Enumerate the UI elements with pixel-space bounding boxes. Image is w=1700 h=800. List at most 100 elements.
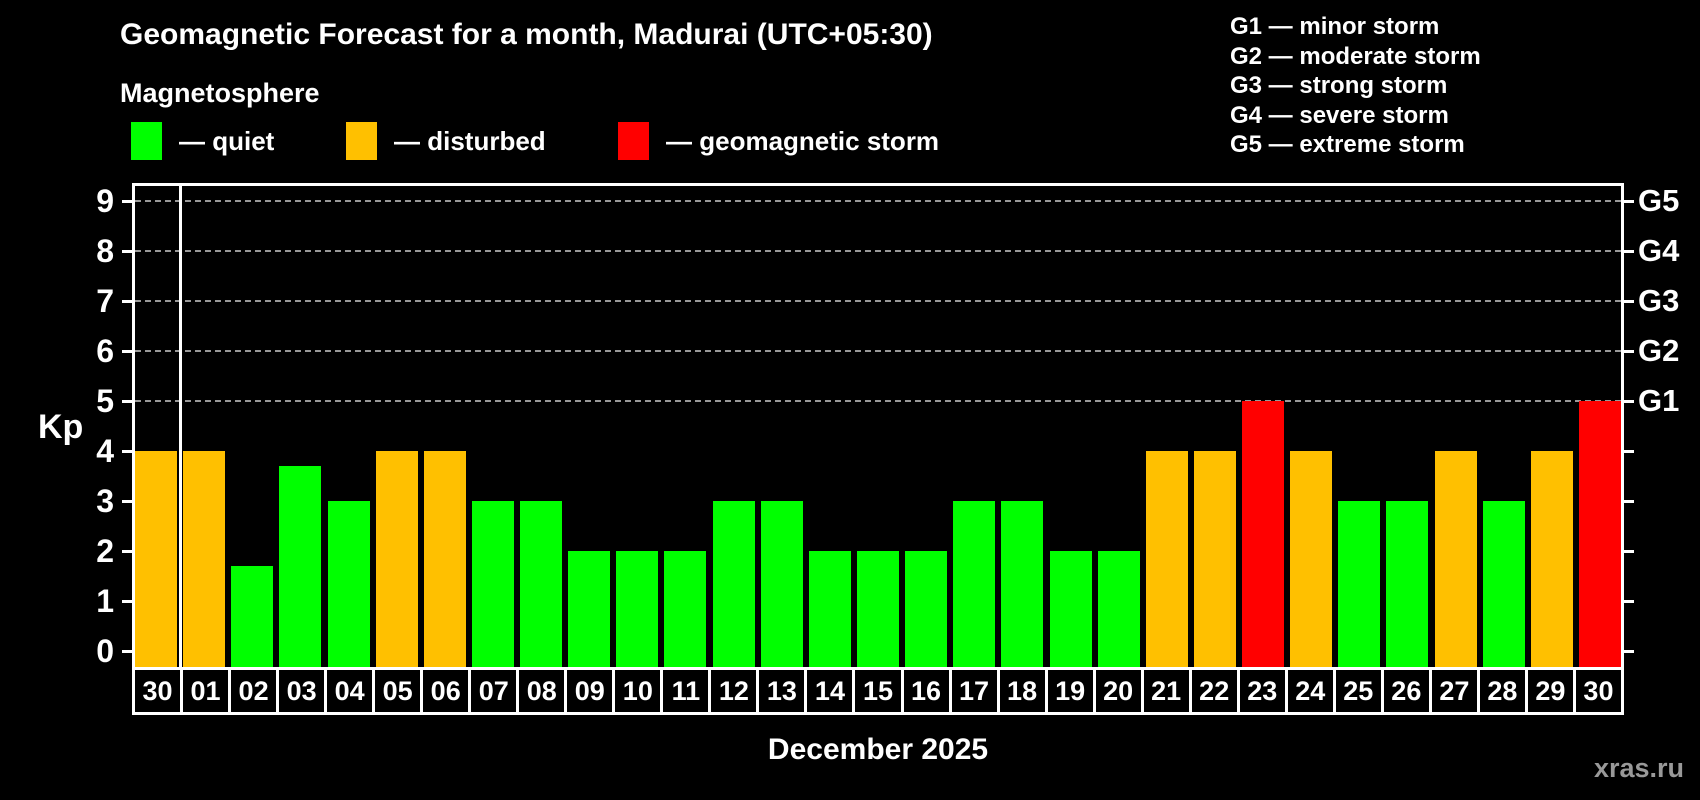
day-label-cell-25: 25 — [1336, 670, 1384, 712]
y-tick-label-1: 1 — [96, 583, 114, 619]
day-label-cell-22: 22 — [1192, 670, 1240, 712]
day-label-cell-26: 26 — [1384, 670, 1432, 712]
kp-bar-day-12 — [712, 501, 755, 667]
kp-bar-day-13 — [760, 501, 803, 667]
day-label-cell-28: 28 — [1480, 670, 1528, 712]
right-axis-label-g5: G5 — [1638, 183, 1680, 218]
storm-scale-line-4: G4 — severe storm — [1230, 101, 1449, 129]
kp-bar-day-09 — [568, 551, 611, 667]
kp-bar-day-24 — [1290, 451, 1333, 667]
y-tick-right-6 — [1624, 349, 1634, 353]
gridline-kp5 — [135, 400, 1621, 402]
y-tick-label-7: 7 — [96, 283, 114, 319]
kp-bar-day-26 — [1386, 501, 1429, 667]
right-axis-label-g1: G1 — [1638, 383, 1680, 418]
right-axis-label-g4: G4 — [1638, 233, 1680, 268]
day-label-cell-21: 21 — [1144, 670, 1192, 712]
storm-scale-line-1: G1 — minor storm — [1230, 13, 1440, 40]
legend-item-quiet: — quiet — [131, 122, 274, 160]
kp-bar-day-14 — [808, 551, 851, 667]
y-tick-right-3 — [1624, 499, 1634, 503]
y-tick-label-8: 8 — [96, 233, 114, 269]
storm-scale-line-5: G5 — extreme storm — [1230, 131, 1465, 159]
gridline-kp9 — [135, 200, 1621, 202]
y-tick-right-2 — [1624, 549, 1634, 553]
kp-bar-day-28 — [1482, 501, 1525, 667]
plot-border-top — [132, 183, 1624, 186]
y-tick-label-2: 2 — [96, 533, 114, 569]
y-tick-left-9 — [122, 199, 132, 203]
kp-bar-day-30 — [1578, 401, 1621, 667]
legend-item-disturbed: — disturbed — [346, 122, 546, 160]
kp-bar-day-20 — [1097, 551, 1140, 667]
day-label-cell-18: 18 — [1000, 670, 1048, 712]
kp-bar-day-25 — [1338, 501, 1381, 667]
y-tick-left-1 — [122, 599, 132, 603]
day-label-cell-11: 11 — [663, 670, 712, 712]
y-tick-right-9 — [1624, 199, 1634, 203]
y-tick-left-6 — [122, 349, 132, 353]
legend-label-storm: — geomagnetic storm — [666, 125, 940, 156]
kp-bar-day-01 — [183, 451, 226, 667]
day-label-cell-10: 10 — [615, 670, 664, 712]
y-tick-left-5 — [122, 399, 132, 403]
legend-label-quiet: — quiet — [179, 125, 275, 156]
y-tick-right-0 — [1624, 649, 1634, 653]
day-label-cell-4: 04 — [327, 670, 376, 712]
kp-bar-day-15 — [857, 551, 899, 667]
day-label-cell-13: 13 — [759, 670, 808, 712]
kp-bar-day-23 — [1242, 401, 1285, 667]
kp-bar-day-04 — [327, 501, 370, 667]
watermark: xras.ru — [1593, 753, 1684, 783]
plot-border-right — [1621, 183, 1624, 667]
day-label-cell-27: 27 — [1432, 670, 1480, 712]
y-tick-label-0: 0 — [96, 633, 114, 669]
kp-bar-day-11 — [664, 551, 707, 667]
y-tick-label-5: 5 — [96, 383, 114, 419]
legend-swatch-quiet — [131, 122, 162, 160]
kp-bar-day-30 — [135, 451, 178, 667]
y-tick-left-3 — [122, 499, 132, 503]
day-label-cell-12: 12 — [711, 670, 760, 712]
gridline-kp7 — [135, 300, 1621, 302]
legend-label-disturbed: — disturbed — [394, 125, 546, 156]
storm-scale-line-2: G2 — moderate storm — [1230, 42, 1481, 70]
kp-bar-day-02 — [231, 566, 274, 667]
y-tick-right-5 — [1624, 399, 1634, 403]
y-tick-right-1 — [1624, 599, 1634, 603]
day-label-cell-7: 07 — [471, 670, 520, 712]
day-label-cell-20: 20 — [1096, 670, 1144, 712]
y-tick-left-2 — [122, 549, 132, 553]
right-axis-label-g2: G2 — [1638, 333, 1680, 368]
gridline-kp6 — [135, 350, 1621, 352]
y-tick-right-7 — [1624, 299, 1634, 303]
y-tick-label-9: 9 — [96, 183, 114, 219]
legend-item-storm: — geomagnetic storm — [618, 122, 939, 160]
day-label-cell-15: 15 — [855, 670, 904, 712]
day-label-cell-2: 02 — [231, 670, 280, 712]
kp-bar-day-07 — [471, 501, 514, 667]
day-label-cell-8: 08 — [519, 670, 568, 712]
y-tick-left-0 — [122, 649, 132, 653]
y-axis-label: Kp — [38, 408, 84, 446]
kp-bar-day-21 — [1145, 451, 1188, 667]
chart-subtitle: Magnetosphere — [120, 78, 320, 108]
x-axis-title: December 2025 — [767, 733, 989, 766]
plot-border-left — [132, 183, 135, 667]
kp-bar-day-10 — [616, 551, 659, 667]
kp-bar-day-16 — [905, 551, 948, 667]
day-label-cell-16: 16 — [904, 670, 952, 712]
chart-title: Geomagnetic Forecast for a month, Madura… — [120, 18, 933, 51]
y-tick-label-6: 6 — [96, 333, 114, 369]
gridline-kp8 — [135, 250, 1621, 252]
day-label-cell-9: 09 — [567, 670, 616, 712]
right-axis-label-g3: G3 — [1638, 283, 1680, 318]
kp-bar-day-22 — [1193, 451, 1236, 667]
day-label-cell-17: 17 — [952, 670, 1000, 712]
kp-bar-day-29 — [1530, 451, 1573, 667]
y-tick-left-7 — [122, 299, 132, 303]
x-axis-day-labels: 30 01 02 03 04 05 06 07 08 09 10 11 12 13 14 15 16 17 18 19… — [132, 667, 1624, 715]
day-label-cell-3: 03 — [279, 670, 328, 712]
kp-bar-day-06 — [423, 451, 466, 667]
